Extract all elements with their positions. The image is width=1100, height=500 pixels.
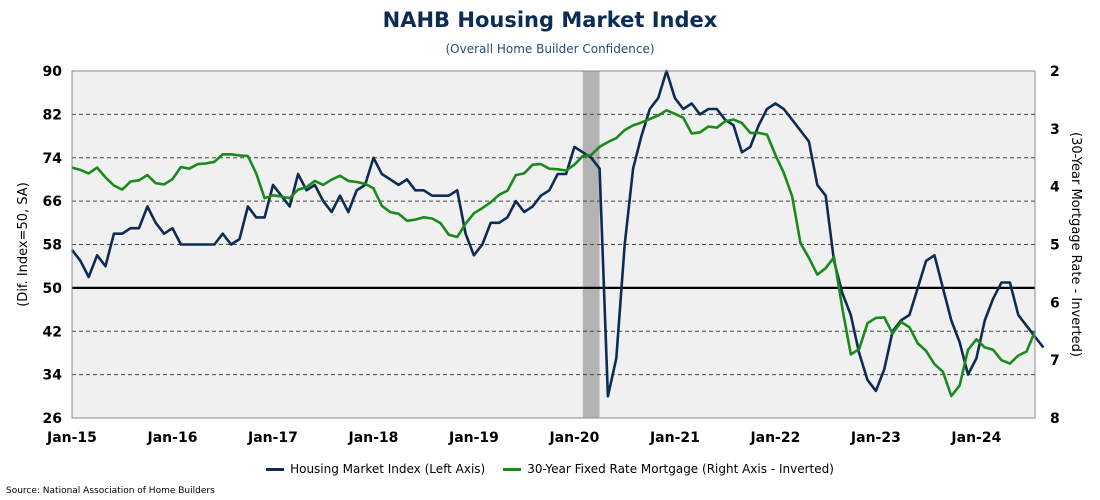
legend-item-mortgage: 30-Year Fixed Rate Mortgage (Right Axis … bbox=[503, 462, 834, 476]
left-axis-ticks: 26 34 42 50 58 66 74 82 90 bbox=[43, 64, 63, 427]
left-tick-label: 58 bbox=[43, 238, 62, 254]
right-tick-label: 2 bbox=[1050, 64, 1060, 80]
left-tick-label: 50 bbox=[43, 281, 63, 297]
left-tick-label: 74 bbox=[43, 151, 63, 167]
x-tick-label: Jan-22 bbox=[749, 430, 800, 446]
left-tick-label: 66 bbox=[43, 194, 62, 210]
right-tick-label: 7 bbox=[1050, 353, 1060, 369]
x-tick-label: Jan-23 bbox=[850, 430, 901, 446]
legend-swatch-hmi bbox=[266, 467, 285, 471]
x-tick-label: Jan-21 bbox=[649, 430, 700, 446]
x-tick-label: Jan-16 bbox=[147, 430, 198, 446]
left-tick-label: 26 bbox=[43, 411, 62, 427]
legend-swatch-mortgage bbox=[503, 467, 522, 471]
x-tick-label: Jan-17 bbox=[247, 430, 298, 446]
plot-background bbox=[72, 71, 1035, 418]
legend-label-hmi: Housing Market Index (Left Axis) bbox=[290, 462, 486, 476]
x-tick-label: Jan-24 bbox=[950, 430, 1001, 446]
left-tick-label: 90 bbox=[43, 64, 63, 80]
right-tick-label: 6 bbox=[1050, 295, 1060, 311]
x-tick-label: Jan-18 bbox=[347, 430, 398, 446]
right-tick-label: 5 bbox=[1050, 238, 1060, 254]
right-axis-label: (30-Year Mortgage Rate - Inverted) bbox=[1068, 132, 1083, 357]
left-tick-label: 34 bbox=[43, 368, 63, 384]
legend-label-mortgage: 30-Year Fixed Rate Mortgage (Right Axis … bbox=[527, 462, 834, 476]
source-note: Source: National Association of Home Bui… bbox=[6, 486, 215, 496]
series-layer bbox=[70, 69, 1045, 398]
left-axis-label: (Dif. Index=50, SA) bbox=[16, 182, 31, 307]
right-tick-label: 4 bbox=[1050, 180, 1060, 196]
right-tick-label: 8 bbox=[1050, 411, 1060, 427]
x-tick-label: Jan-20 bbox=[548, 430, 599, 446]
legend-item-hmi: Housing Market Index (Left Axis) bbox=[266, 462, 485, 476]
right-tick-label: 3 bbox=[1050, 122, 1060, 138]
x-tick-label: Jan-19 bbox=[448, 430, 499, 446]
x-axis-ticks: Jan-15 Jan-16 Jan-17 Jan-18 Jan-19 Jan-20 Jan-… bbox=[46, 430, 1002, 446]
right-axis-ticks: 2 3 4 5 6 7 8 bbox=[1050, 64, 1060, 427]
chart-subtitle: (Overall Home Builder Confidence) bbox=[445, 42, 655, 56]
legend: Housing Market Index (Left Axis) 30-Year… bbox=[0, 462, 1100, 476]
series-line-mortgage bbox=[71, 109, 1037, 398]
series-line-hmi bbox=[70, 69, 1045, 398]
left-tick-label: 42 bbox=[43, 324, 62, 340]
plot-border bbox=[71, 70, 1036, 419]
chart-title: NAHB Housing Market Index bbox=[382, 8, 718, 32]
left-tick-label: 82 bbox=[43, 107, 62, 123]
x-tick-label: Jan-15 bbox=[46, 430, 97, 446]
